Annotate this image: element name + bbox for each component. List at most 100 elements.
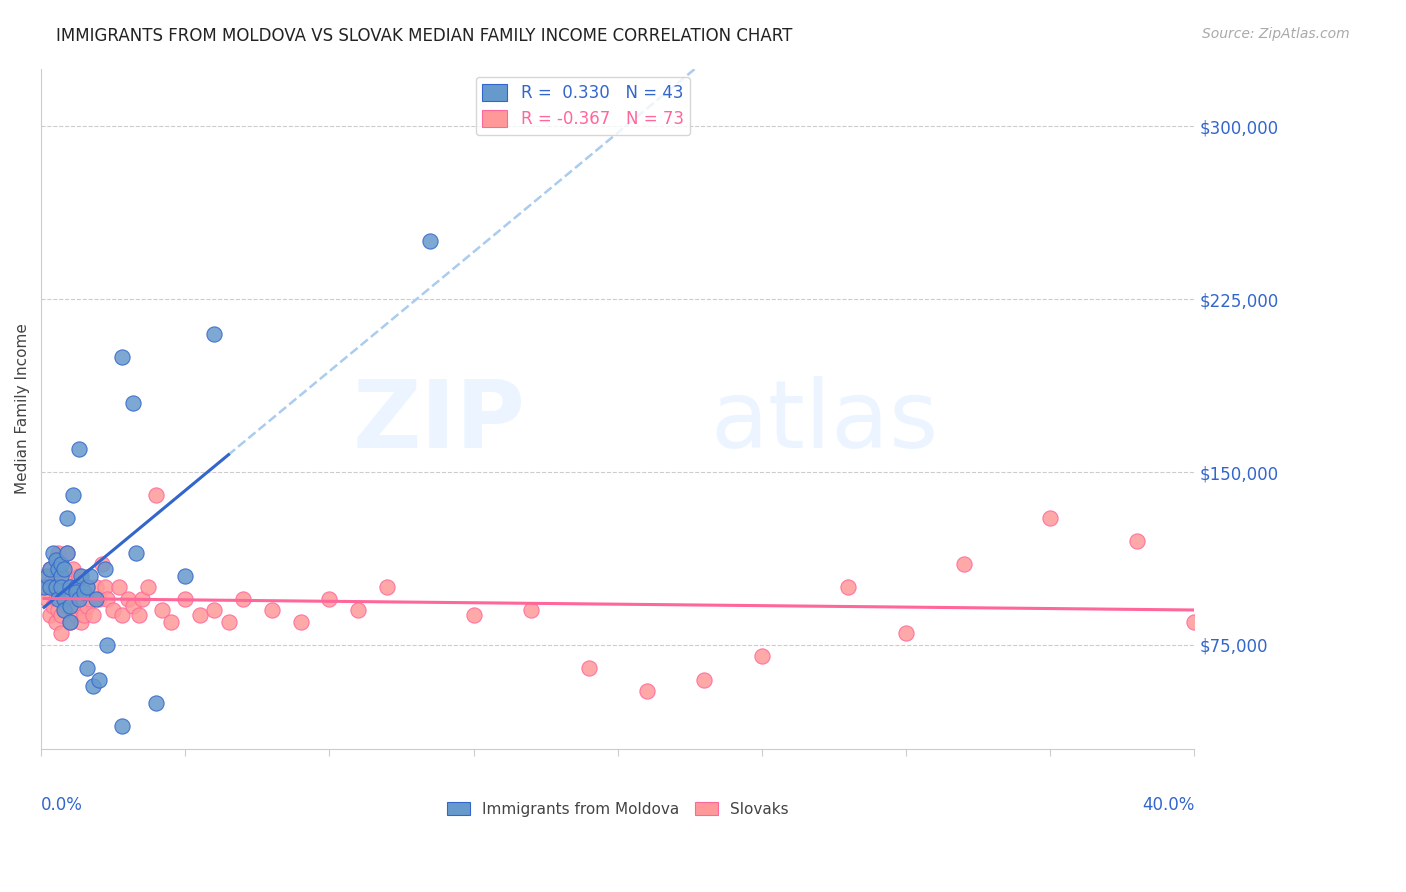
Point: [38, 562, 60, 576]
Legend: Immigrants from Moldova, Slovaks: Immigrants from Moldova, Slovaks: [441, 796, 794, 822]
Y-axis label: Median Family Income: Median Family Income: [15, 323, 30, 494]
Point: [73, 585, 96, 599]
Point: [62, 603, 84, 617]
Point: [202, 603, 225, 617]
Point: [84, 580, 107, 594]
Point: [44, 615, 66, 629]
Point: [41, 546, 63, 560]
Point: [76, 661, 98, 675]
Point: [174, 568, 197, 582]
Point: [65, 607, 87, 622]
Point: [693, 673, 716, 687]
Point: [1184, 615, 1206, 629]
Point: [96, 591, 118, 606]
Point: [136, 580, 159, 594]
Point: [188, 607, 211, 622]
Point: [952, 558, 974, 572]
Point: [41, 599, 63, 613]
Point: [82, 680, 104, 694]
Point: [59, 615, 82, 629]
Point: [93, 562, 115, 576]
Point: [67, 568, 90, 582]
Point: [131, 591, 153, 606]
Point: [70, 580, 93, 594]
Point: [65, 591, 87, 606]
Point: [35, 591, 58, 606]
Point: [520, 603, 543, 617]
Point: [59, 580, 82, 594]
Point: [128, 607, 150, 622]
Point: [44, 580, 66, 594]
Point: [318, 591, 340, 606]
Point: [51, 580, 73, 594]
Point: [44, 580, 66, 594]
Point: [62, 562, 84, 576]
Point: [51, 568, 73, 582]
Point: [218, 615, 240, 629]
Point: [44, 591, 66, 606]
Point: [51, 580, 73, 594]
Point: [53, 591, 76, 606]
Point: [38, 562, 60, 576]
Point: [56, 599, 79, 613]
Point: [79, 591, 101, 606]
Point: [32, 568, 55, 582]
Text: IMMIGRANTS FROM MOLDOVA VS SLOVAK MEDIAN FAMILY INCOME CORRELATION CHART: IMMIGRANTS FROM MOLDOVA VS SLOVAK MEDIAN…: [56, 27, 793, 45]
Point: [56, 546, 79, 560]
Point: [76, 599, 98, 613]
Text: 0.0%: 0.0%: [41, 797, 83, 814]
Point: [82, 607, 104, 622]
Point: [35, 580, 58, 594]
Point: [53, 591, 76, 606]
Point: [174, 591, 197, 606]
Text: ZIP: ZIP: [353, 376, 526, 468]
Point: [375, 580, 398, 594]
Point: [145, 696, 167, 710]
Point: [87, 673, 110, 687]
Point: [636, 684, 658, 698]
Point: [73, 591, 96, 606]
Point: [103, 603, 125, 617]
Point: [38, 607, 60, 622]
Point: [67, 442, 90, 456]
Point: [53, 603, 76, 617]
Point: [117, 591, 139, 606]
Point: [84, 591, 107, 606]
Point: [122, 599, 145, 613]
Point: [463, 607, 485, 622]
Point: [73, 607, 96, 622]
Point: [41, 568, 63, 582]
Point: [160, 615, 183, 629]
Point: [125, 546, 148, 560]
Point: [53, 568, 76, 582]
Point: [65, 585, 87, 599]
Point: [44, 552, 66, 566]
Point: [67, 591, 90, 606]
Point: [145, 488, 167, 502]
Point: [90, 558, 112, 572]
Point: [150, 603, 173, 617]
Point: [48, 546, 70, 560]
Point: [56, 511, 79, 525]
Point: [894, 626, 917, 640]
Point: [93, 580, 115, 594]
Point: [108, 580, 131, 594]
Point: [62, 488, 84, 502]
Point: [290, 615, 312, 629]
Point: [232, 591, 254, 606]
Point: [419, 235, 441, 249]
Point: [111, 718, 134, 732]
Point: [53, 562, 76, 576]
Point: [48, 591, 70, 606]
Point: [76, 580, 98, 594]
Point: [59, 615, 82, 629]
Point: [38, 580, 60, 594]
Point: [79, 568, 101, 582]
Point: [202, 326, 225, 341]
Point: [51, 558, 73, 572]
Point: [76, 580, 98, 594]
Point: [111, 350, 134, 364]
Point: [48, 562, 70, 576]
Point: [51, 626, 73, 640]
Point: [578, 661, 600, 675]
